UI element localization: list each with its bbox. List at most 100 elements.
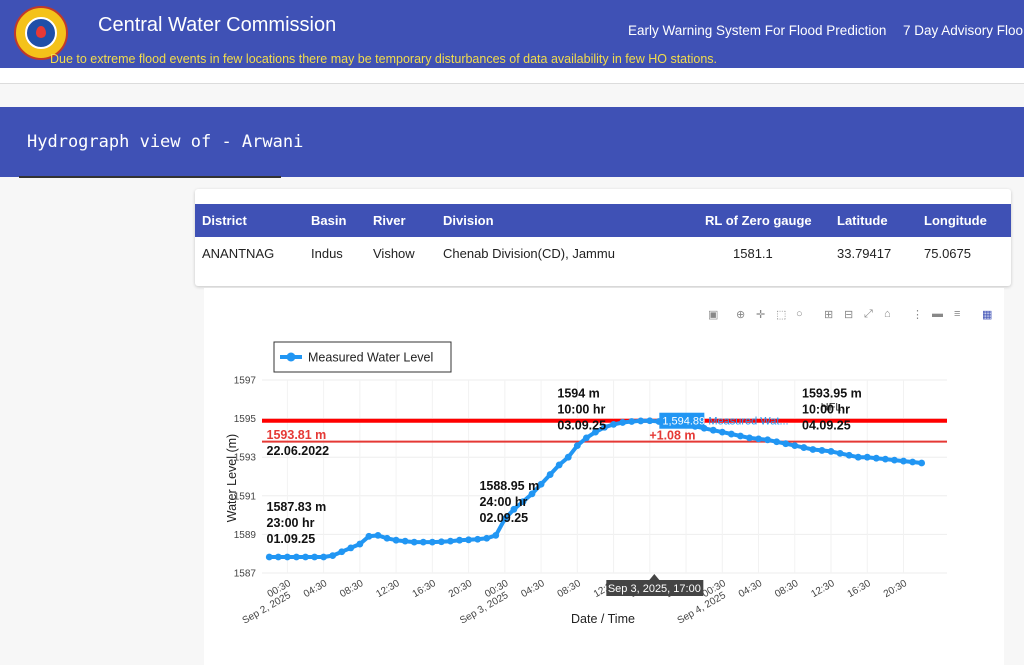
data-point[interactable] [293,553,300,561]
data-point[interactable] [909,458,916,466]
data-point[interactable] [628,418,636,425]
box-select-icon[interactable]: ⬚ [776,309,787,321]
zoom-in-icon[interactable]: ⊞ [824,309,834,321]
data-point[interactable] [510,505,518,513]
data-point[interactable] [546,471,554,478]
data-point[interactable] [900,457,907,465]
data-point[interactable] [401,537,409,545]
data-point[interactable] [555,461,563,469]
camera-icon[interactable]: ▣ [708,309,719,321]
data-point[interactable] [274,553,282,561]
data-point[interactable] [419,538,427,546]
data-point[interactable] [872,454,880,462]
data-point[interactable] [854,453,862,461]
data-point[interactable] [438,538,445,546]
data-point[interactable] [818,447,826,454]
data-point[interactable] [347,544,355,552]
data-point[interactable] [746,434,753,442]
zoom-out-icon[interactable]: ⊟ [844,309,854,321]
data-point[interactable] [474,535,482,543]
x-tick-label: 12:30 [374,578,402,600]
hover-series-label: Measured Wat... [708,416,788,428]
data-point[interactable] [447,537,454,545]
data-point[interactable] [737,432,744,440]
data-point[interactable] [302,553,309,561]
y-tick-label: 1593 [234,453,257,464]
data-point[interactable] [863,453,871,461]
data-point[interactable] [392,536,400,544]
data-point[interactable] [501,515,509,523]
x-tick-label: 08:30 [338,578,366,600]
hover-delta-label: +1.08 m [649,429,695,443]
data-point[interactable] [320,553,328,561]
data-point[interactable] [537,480,545,488]
data-point[interactable] [809,446,817,453]
data-point[interactable] [637,417,645,425]
data-point[interactable] [800,444,808,451]
x-tick-label: 20:30 [447,578,475,600]
app-title[interactable]: Central Water Commission [98,14,337,36]
hover-closest-icon[interactable]: ▬ [932,308,943,320]
lasso-icon[interactable]: ○ [796,308,803,320]
data-point[interactable] [646,417,654,425]
data-point[interactable] [755,435,762,443]
data-point[interactable] [582,434,590,442]
data-point[interactable] [383,534,391,542]
data-point[interactable] [592,428,599,436]
cwc-logo-icon[interactable] [14,6,68,60]
data-point[interactable] [791,442,799,450]
page-title: Hydrograph view of - Arwani [27,132,304,152]
annotation-text: 10:00 hr [802,402,850,416]
reset-axes-icon[interactable]: ⌂ [884,308,891,320]
data-point[interactable] [764,436,771,444]
data-point[interactable] [782,440,790,448]
data-point[interactable] [601,423,608,431]
data-point[interactable] [773,438,781,446]
data-point[interactable] [428,538,436,546]
data-point[interactable] [827,448,835,455]
data-point[interactable] [619,419,627,426]
hover-compare-icon[interactable]: ≡ [954,308,961,320]
data-point[interactable] [891,456,898,464]
x-tick-label: 04:30 [737,578,765,600]
data-point[interactable] [483,534,491,542]
data-point[interactable] [845,451,853,459]
data-point[interactable] [365,532,373,540]
data-point[interactable] [727,430,735,438]
spike-lines-icon[interactable]: ⋮ [912,309,923,321]
chart-legend[interactable]: Measured Water Level [273,341,452,373]
data-point[interactable] [283,553,291,561]
data-point[interactable] [338,548,346,556]
data-point[interactable] [456,536,463,544]
data-point[interactable] [356,540,364,548]
pan-icon[interactable]: ✛ [756,309,766,321]
data-point[interactable] [610,420,617,428]
autoscale-icon[interactable]: ⤢ [864,308,873,320]
cell-longitude: 75.0675 [924,246,971,261]
data-point[interactable] [718,428,726,436]
station-info-card: District Basin River Division RL of Zero… [195,189,1011,286]
data-point[interactable] [709,426,717,434]
data-point[interactable] [519,498,527,505]
nav-early-warning[interactable]: Early Warning System For Flood Predictio… [628,23,887,38]
data-point[interactable] [265,553,273,561]
data-point[interactable] [410,538,418,546]
data-point[interactable] [492,531,500,539]
data-point[interactable] [465,536,472,544]
data-point[interactable] [528,490,536,498]
data-point[interactable] [329,552,337,560]
data-point[interactable] [573,442,581,450]
series-measured-water-level[interactable] [265,417,926,561]
plotly-logo-icon[interactable]: ▦ [982,309,993,321]
data-point[interactable] [311,553,318,561]
data-point[interactable] [881,455,889,463]
zoom-icon[interactable]: ⊕ [736,309,746,321]
data-point[interactable] [918,459,926,467]
data-point[interactable] [374,531,382,539]
hover-x-label: Sep 3, 2025, 17:00 [608,583,701,595]
data-point[interactable] [836,449,844,457]
header-strip [0,68,1024,84]
nav-7-day-advisory[interactable]: 7 Day Advisory Floo [903,23,1024,38]
data-point[interactable] [564,453,572,461]
